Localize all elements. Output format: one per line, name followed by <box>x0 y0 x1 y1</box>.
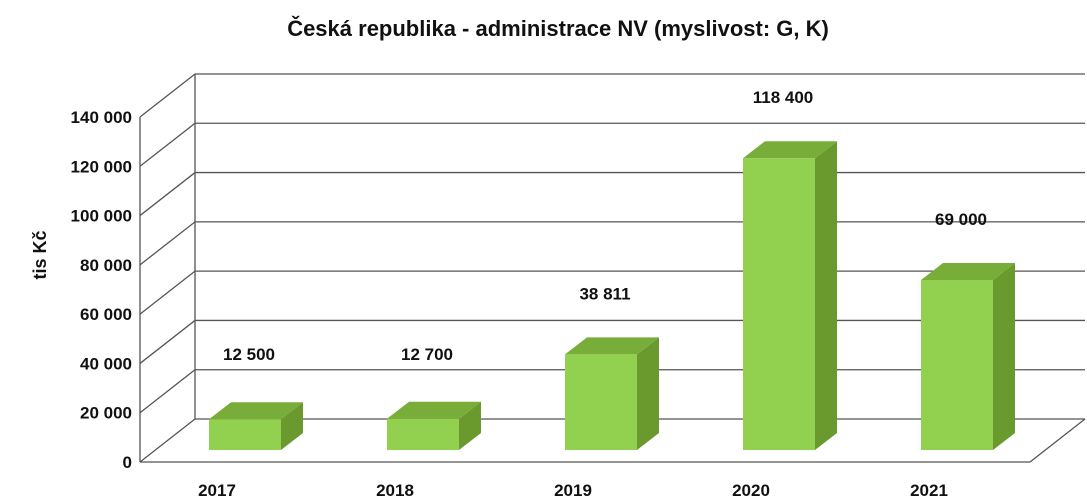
bar-side <box>815 141 837 450</box>
bar-top <box>565 337 659 355</box>
y-tick-label: 0 <box>123 453 132 472</box>
data-label: 12 500 <box>223 345 275 364</box>
bar-front <box>743 158 815 450</box>
bar-front <box>209 419 281 450</box>
y-tick-label: 80 000 <box>80 256 132 275</box>
bar <box>743 141 837 450</box>
x-tick-label: 2018 <box>376 481 414 500</box>
bar <box>209 402 303 450</box>
bar <box>387 401 481 450</box>
bars <box>209 141 1015 450</box>
bar-top <box>387 401 481 419</box>
data-label: 69 000 <box>935 210 987 229</box>
chart-title: Česká republika - administrace NV (mysli… <box>287 16 829 41</box>
bar-side <box>459 401 481 450</box>
y-tick-label: 60 000 <box>80 305 132 324</box>
y-axis-label: tis Kč <box>30 230 50 279</box>
bar-top <box>743 141 837 159</box>
y-tick-label: 120 000 <box>71 157 132 176</box>
data-labels: 12 500 12 700 38 811 118 400 69 000 <box>223 88 987 364</box>
bar-front <box>921 279 993 450</box>
y-tick-label: 100 000 <box>71 207 132 226</box>
bar-top <box>921 262 1015 280</box>
bar <box>921 262 1015 450</box>
bar-front <box>565 354 637 450</box>
data-label: 12 700 <box>401 345 453 364</box>
y-tick-label: 20 000 <box>80 404 132 423</box>
gridline <box>139 73 1085 118</box>
x-tick-label: 2020 <box>732 481 770 500</box>
bar-top <box>209 402 303 420</box>
bar-front <box>387 418 459 450</box>
data-label: 38 811 <box>579 284 630 303</box>
x-tick-label: 2017 <box>198 481 236 500</box>
bar-side <box>637 337 659 450</box>
y-tick-labels: 0 20 000 40 000 60 000 80 000 100 000 120 000 1… <box>71 108 132 472</box>
data-label: 118 400 <box>753 88 814 107</box>
x-tick-labels: 2017 2018 2019 2020 2021 <box>198 481 948 500</box>
bar <box>565 337 659 450</box>
bar-side <box>281 402 303 450</box>
x-tick-label: 2019 <box>554 481 592 500</box>
gridlines <box>139 73 1086 463</box>
y-tick-label: 140 000 <box>71 108 132 127</box>
x-tick-label: 2021 <box>910 481 948 500</box>
gridline <box>139 122 1085 167</box>
bar-side <box>993 262 1015 450</box>
floor-right-edge <box>1029 418 1086 463</box>
y-tick-label: 40 000 <box>80 354 132 373</box>
